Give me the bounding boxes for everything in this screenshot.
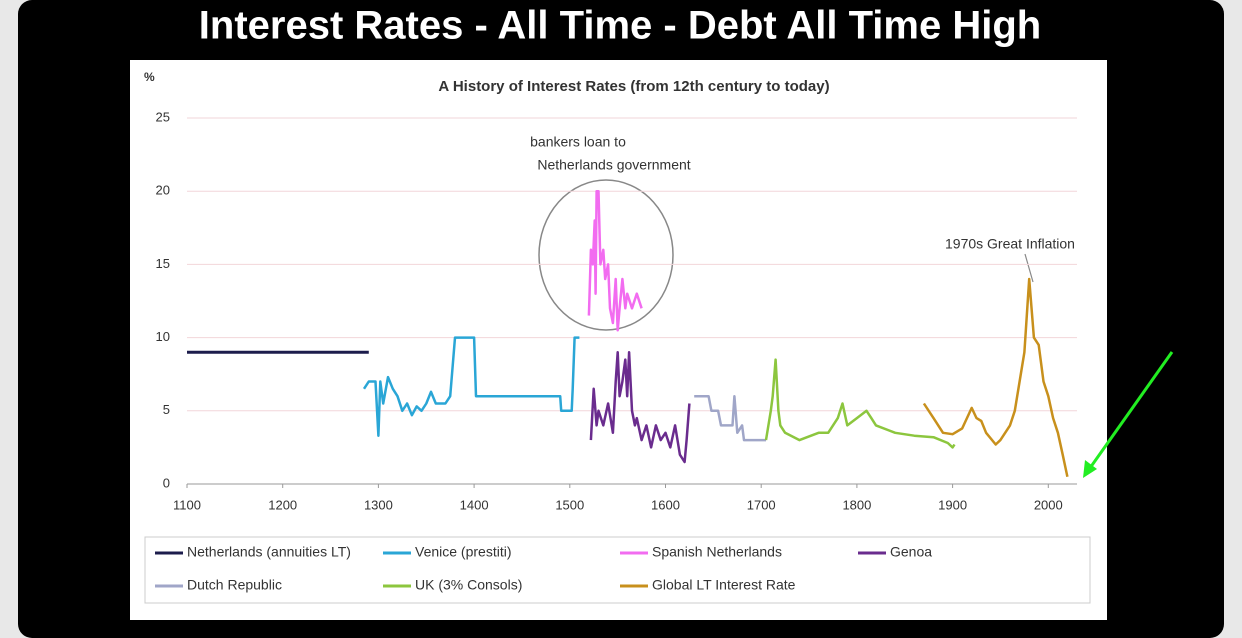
- x-tick-label: 1600: [651, 497, 680, 512]
- y-tick-label: 25: [156, 109, 170, 124]
- x-tick-label: 1100: [173, 497, 201, 512]
- series-line: [764, 358, 956, 449]
- x-tick-label: 1400: [460, 497, 489, 512]
- x-tick-label: 1200: [268, 497, 297, 512]
- y-axis-label: %: [144, 70, 155, 84]
- legend-label: Genoa: [890, 544, 932, 560]
- series-line: [922, 277, 1069, 477]
- highlight-circle: [538, 179, 674, 331]
- pointer-arrowhead: [1083, 460, 1097, 478]
- series-line: [694, 394, 766, 442]
- x-tick-label: 1300: [364, 497, 393, 512]
- x-tick-label: 1800: [842, 497, 871, 512]
- annotation: bankers loan to: [530, 134, 626, 150]
- y-tick-label: 20: [156, 183, 170, 198]
- y-tick-label: 10: [156, 329, 170, 344]
- chart-title: A History of Interest Rates (from 12th c…: [438, 78, 829, 95]
- callout-line: [1024, 253, 1034, 283]
- legend-label: Spanish Netherlands: [652, 544, 782, 560]
- y-tick-label: 0: [163, 475, 170, 490]
- x-tick-label: 1900: [938, 497, 967, 512]
- legend-label: Global LT Interest Rate: [652, 577, 796, 593]
- legend-label: Netherlands (annuities LT): [187, 544, 351, 560]
- series-line: [362, 336, 580, 437]
- x-tick-label: 1700: [747, 497, 776, 512]
- legend-label: Dutch Republic: [187, 577, 282, 593]
- x-tick-label: 2000: [1034, 497, 1063, 512]
- annotation: Netherlands government: [537, 157, 690, 173]
- y-tick-label: 15: [156, 256, 170, 271]
- y-tick-label: 5: [163, 402, 170, 417]
- pointer-arrow: [1088, 351, 1174, 469]
- annotation: 1970s Great Inflation: [945, 236, 1075, 252]
- chart-panel: [130, 60, 1107, 620]
- legend-label: UK (3% Consols): [415, 577, 522, 593]
- x-tick-label: 1500: [555, 497, 584, 512]
- page-title: Interest Rates - All Time - Debt All Tim…: [199, 4, 1041, 48]
- series-line: [587, 189, 643, 332]
- series-line: [589, 350, 691, 464]
- legend-label: Venice (prestiti): [415, 544, 511, 560]
- legend-frame: [144, 536, 1091, 604]
